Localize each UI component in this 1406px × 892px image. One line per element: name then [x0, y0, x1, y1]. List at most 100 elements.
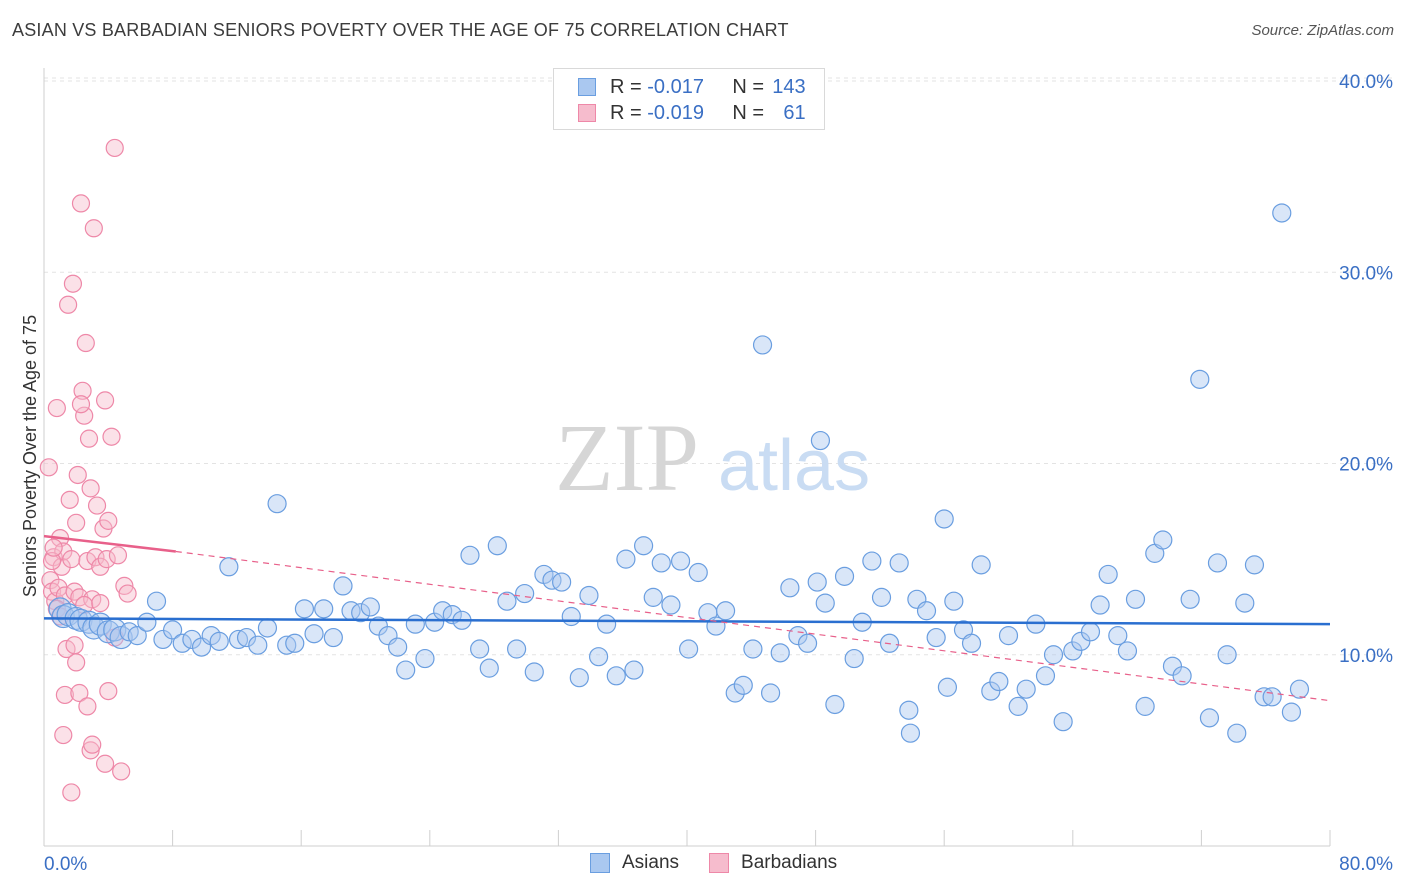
barbadian-point — [102, 427, 121, 446]
asian-point — [715, 601, 736, 621]
r-label: R = — [610, 101, 642, 124]
asian-point — [277, 635, 297, 655]
stats-legend: R = -0.017 N = 143 R = -0.019 N = 61 — [553, 68, 825, 130]
asian-point — [934, 509, 954, 529]
asian-point — [137, 612, 157, 632]
asian-point — [780, 578, 800, 598]
asian-point — [971, 555, 991, 575]
barbadian-point — [91, 594, 110, 613]
r-value: -0.019 — [647, 101, 704, 124]
asian-point — [1190, 369, 1210, 389]
y-axis-title: Seniors Poverty Over the Age of 75 — [20, 315, 40, 597]
asian-point — [743, 639, 763, 659]
asian-point — [579, 585, 599, 606]
barbadian-point — [105, 138, 124, 158]
barbadian-point — [108, 546, 128, 565]
barbadian-point — [59, 295, 78, 314]
asian-point — [944, 591, 964, 611]
asian-point — [388, 637, 408, 657]
barbadian-point — [76, 333, 95, 353]
asian-point — [82, 616, 106, 640]
n-label: N = — [732, 75, 765, 98]
asian-point — [314, 599, 334, 619]
legend-item-barbadians[interactable]: Barbadians — [709, 852, 837, 874]
asian-point — [1125, 589, 1146, 609]
asian-point — [643, 587, 663, 607]
asian-point — [752, 335, 773, 355]
asian-point — [889, 553, 909, 573]
barbadian-point — [81, 479, 100, 498]
asian-point — [1172, 666, 1192, 686]
barbadian-point — [97, 550, 116, 569]
asian-point — [127, 626, 147, 646]
asian-point — [1227, 723, 1247, 743]
barbadian-point — [68, 465, 87, 485]
asian-point — [788, 626, 808, 646]
asian-point — [1207, 553, 1228, 573]
asian-point — [815, 593, 835, 613]
asian-point — [1098, 564, 1118, 585]
asian-point — [1244, 555, 1265, 575]
barbadian-point — [79, 429, 99, 448]
asian-point — [236, 627, 257, 648]
asian-point — [1153, 530, 1173, 550]
barbadian-point — [71, 395, 91, 414]
source-credit[interactable]: Source: ZipAtlas.com — [1251, 22, 1394, 39]
barbadian-point — [62, 783, 81, 802]
asian-point — [323, 627, 343, 648]
asian-point — [405, 614, 425, 634]
barbadian-point — [44, 538, 63, 557]
asian-point — [479, 658, 499, 678]
asians-swatch — [590, 853, 610, 873]
asian-point — [616, 549, 636, 569]
legend-item-asians[interactable]: Asians — [590, 852, 679, 874]
barbadian-point — [39, 458, 58, 477]
legend-row-asians: R = -0.017 N = 143 — [578, 75, 806, 99]
barbadian-trend-dashed — [175, 550, 1331, 702]
asian-point — [294, 599, 315, 619]
asian-trend-line — [43, 617, 1331, 626]
barbadian-point — [78, 697, 97, 716]
asian-point — [797, 633, 818, 653]
barbadians-label: Barbadians — [741, 852, 838, 873]
n-label: N = — [732, 101, 765, 124]
asian-point — [1135, 696, 1155, 716]
barbadian-point — [55, 685, 74, 705]
y-tick-label-30: 30.0% — [1339, 263, 1393, 284]
barbadian-point — [95, 754, 115, 773]
x-tick-label-max: 80.0% — [1339, 854, 1393, 875]
barbadian-point — [118, 584, 137, 603]
legend-swatch — [578, 104, 596, 122]
asian-point — [470, 639, 490, 659]
asian-point — [807, 572, 827, 592]
barbadian-points — [39, 138, 137, 802]
barbadian-point — [112, 762, 131, 781]
n-value: 143 — [772, 75, 806, 98]
asian-point — [1289, 679, 1310, 699]
barbadian-point — [54, 725, 73, 745]
asian-point — [1199, 708, 1220, 728]
asian-point — [304, 624, 324, 644]
asian-point — [670, 551, 691, 571]
legend-row-barbadians: R = -0.019 N = 61 — [578, 101, 806, 125]
asian-point — [834, 566, 855, 586]
asian-point — [1108, 626, 1128, 646]
asian-point — [515, 583, 535, 604]
barbadian-point — [52, 557, 71, 576]
grid-lines — [44, 77, 1394, 656]
asian-point — [1053, 712, 1073, 732]
asians-label: Asians — [622, 852, 680, 873]
asian-point — [507, 639, 527, 659]
asian-point — [1026, 614, 1046, 634]
asian-point — [542, 570, 562, 590]
asian-point — [1016, 679, 1036, 699]
r-label: R = — [610, 75, 642, 98]
asian-point — [460, 545, 480, 565]
barbadian-point — [65, 582, 84, 601]
asian-point — [725, 683, 745, 703]
asian-point — [961, 633, 982, 653]
barbadian-point — [60, 490, 79, 509]
y-tick-label-10: 10.0% — [1339, 646, 1393, 667]
asian-point — [770, 643, 790, 663]
asian-point — [1035, 666, 1056, 686]
